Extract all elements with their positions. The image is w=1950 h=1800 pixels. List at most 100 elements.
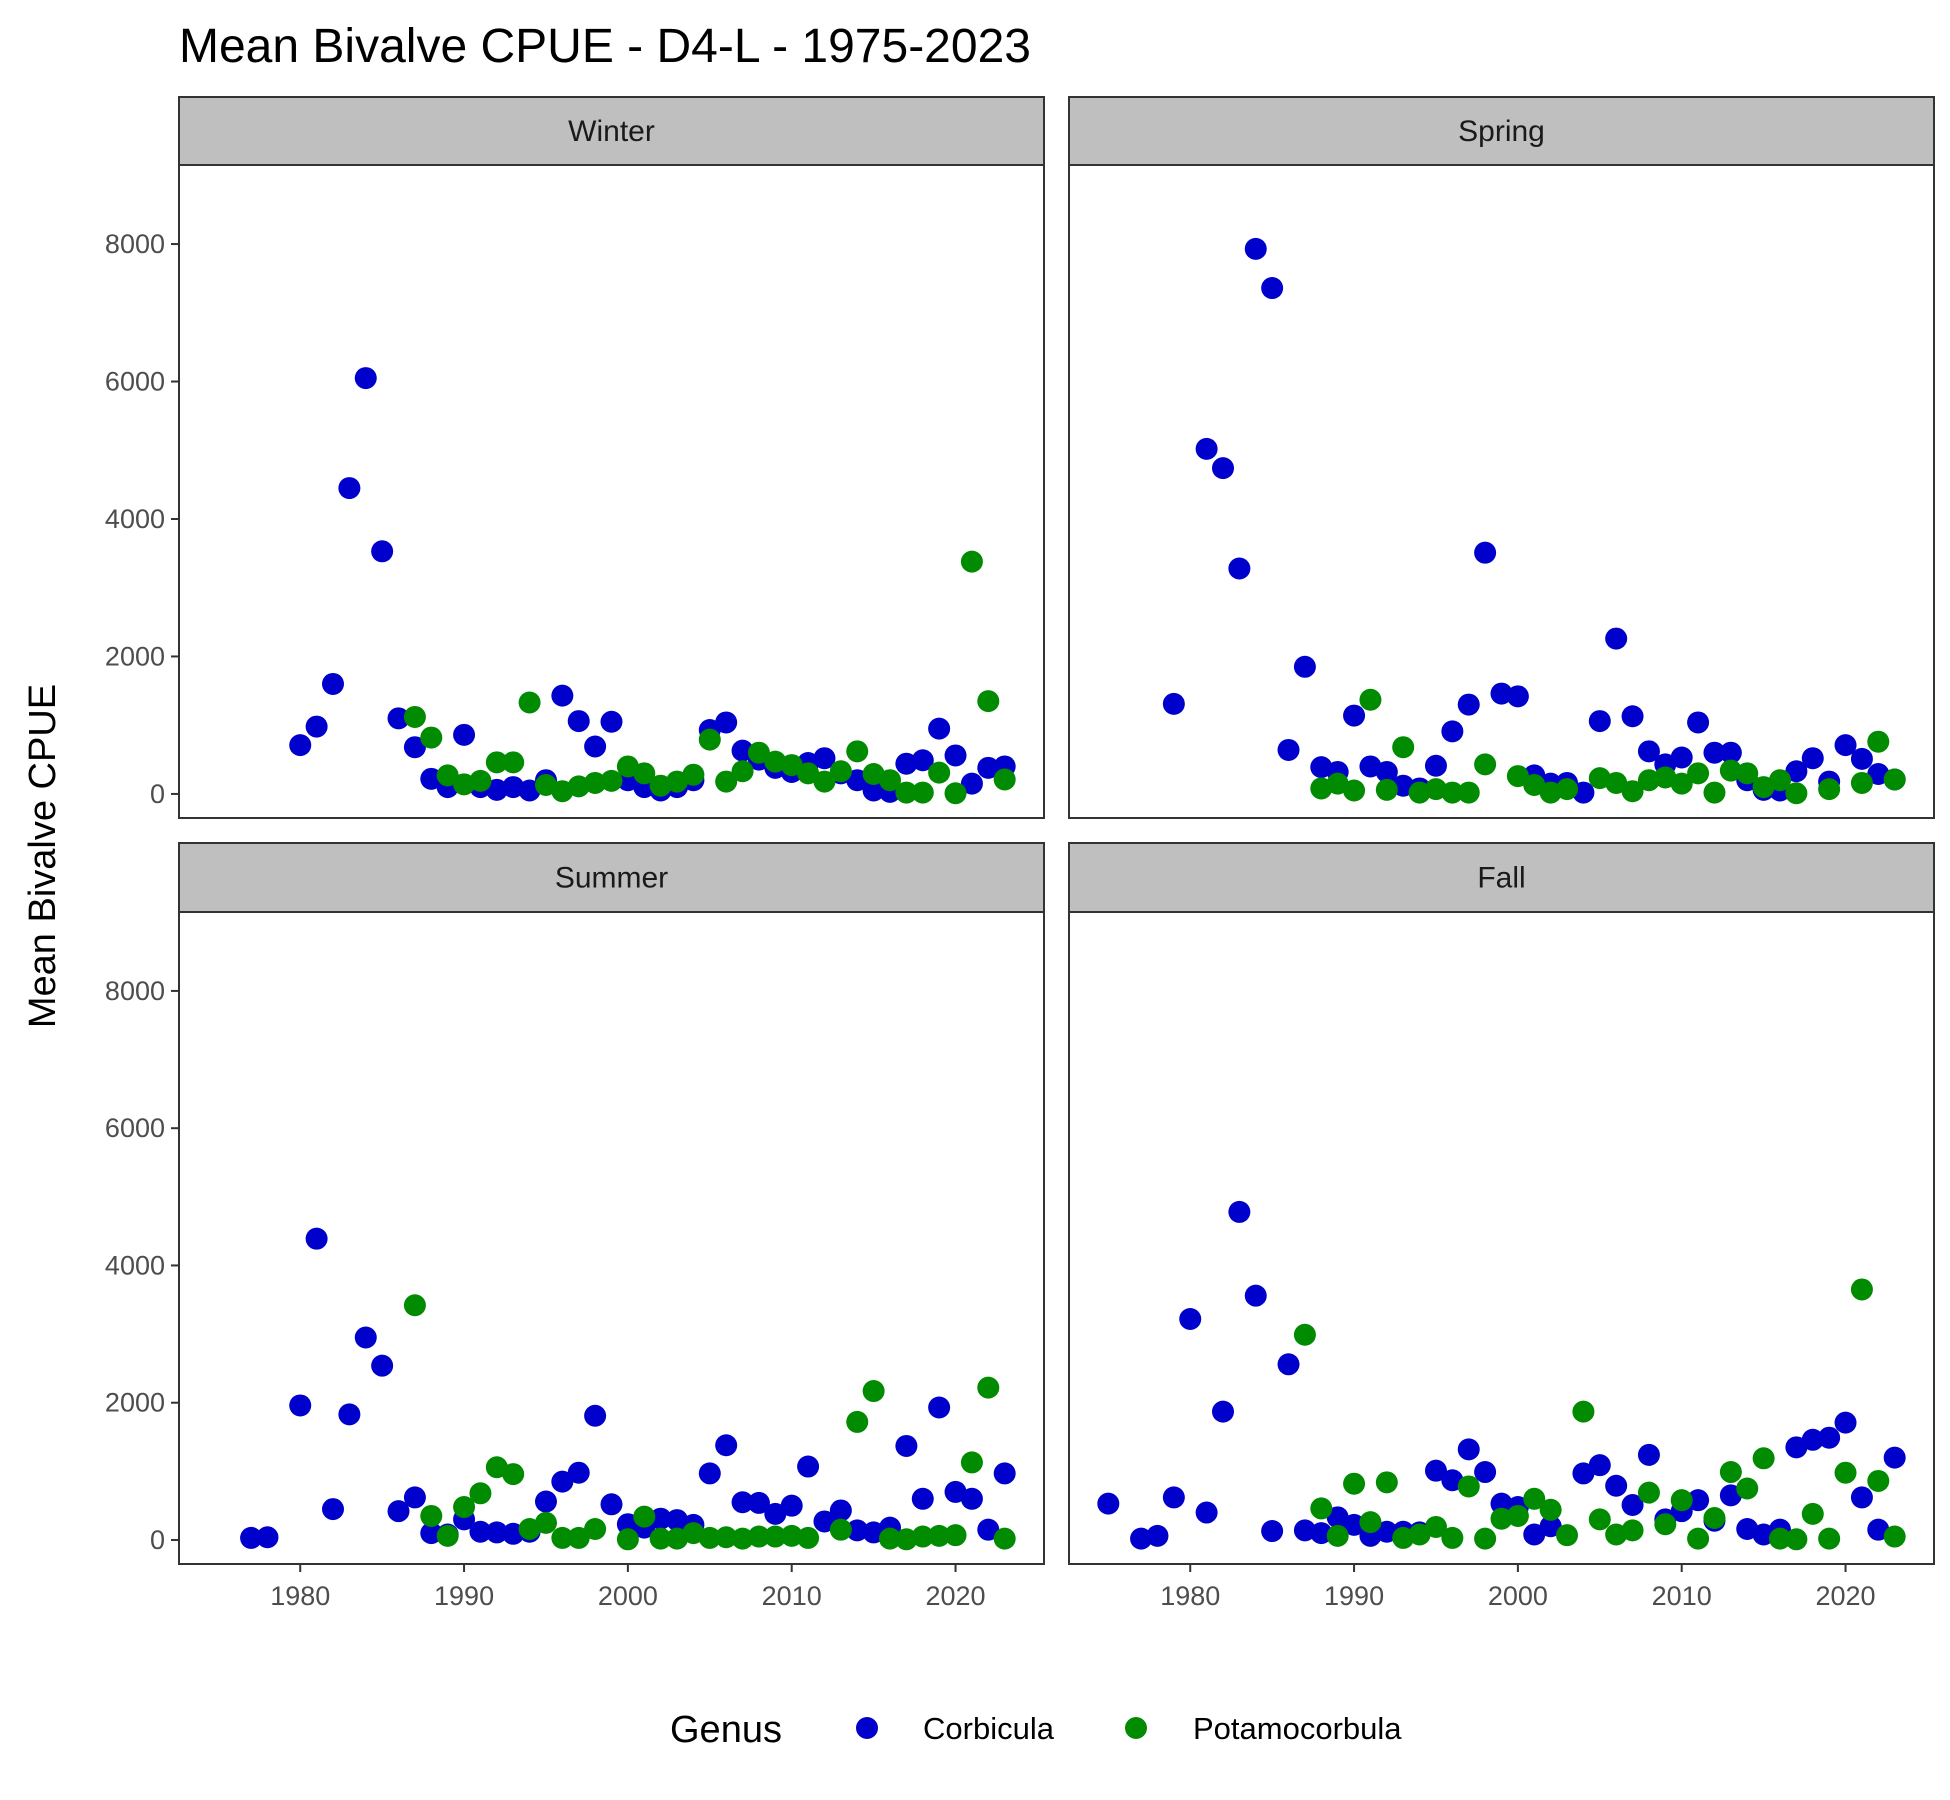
- point-corbicula: [1818, 1426, 1841, 1449]
- series-potamocorbula-winter: [403, 550, 1016, 805]
- point-potamocorbula: [502, 1463, 525, 1486]
- point-corbicula: [1834, 734, 1857, 757]
- point-potamocorbula: [797, 1526, 820, 1549]
- point-potamocorbula: [764, 750, 787, 773]
- point-corbicula: [502, 776, 525, 799]
- point-potamocorbula: [960, 550, 983, 573]
- point-corbicula: [338, 477, 361, 500]
- point-corbicula: [1883, 1446, 1906, 1469]
- point-potamocorbula: [551, 1526, 574, 1549]
- x-tick-label: 2000: [1488, 1581, 1548, 1611]
- point-potamocorbula: [1375, 778, 1398, 801]
- point-potamocorbula: [1687, 762, 1710, 785]
- point-potamocorbula: [698, 728, 721, 751]
- strip-summer: [178, 842, 1045, 913]
- point-potamocorbula: [1850, 771, 1873, 794]
- point-corbicula: [1195, 437, 1218, 460]
- point-potamocorbula: [1752, 1447, 1775, 1470]
- point-potamocorbula: [1556, 1524, 1579, 1547]
- point-potamocorbula: [502, 751, 525, 774]
- point-potamocorbula: [1474, 753, 1497, 776]
- point-corbicula: [1146, 1524, 1169, 1547]
- point-corbicula: [829, 1499, 852, 1522]
- point-potamocorbula: [436, 1524, 459, 1547]
- y-tick-label: 6000: [105, 367, 165, 397]
- point-corbicula: [1228, 557, 1251, 580]
- point-potamocorbula: [1719, 759, 1742, 782]
- point-corbicula: [256, 1526, 279, 1549]
- point-corbicula: [928, 1396, 951, 1419]
- point-potamocorbula: [1310, 1497, 1333, 1520]
- point-corbicula: [1277, 1353, 1300, 1376]
- point-corbicula: [797, 1455, 820, 1478]
- point-potamocorbula: [1506, 765, 1529, 788]
- point-potamocorbula: [1506, 1504, 1529, 1527]
- point-corbicula: [1424, 754, 1447, 777]
- point-potamocorbula: [829, 1518, 852, 1541]
- point-corbicula: [911, 1487, 934, 1510]
- point-corbicula: [1261, 1520, 1284, 1543]
- point-corbicula: [403, 736, 426, 759]
- point-potamocorbula: [1343, 1472, 1366, 1495]
- point-corbicula: [1850, 1486, 1873, 1509]
- point-corbicula: [649, 1507, 672, 1530]
- point-potamocorbula: [633, 1505, 656, 1528]
- x-tick-label: 2020: [925, 1581, 985, 1611]
- point-potamocorbula: [1408, 1523, 1431, 1546]
- point-corbicula: [1195, 1501, 1218, 1524]
- point-potamocorbula: [797, 762, 820, 785]
- point-potamocorbula: [485, 751, 508, 774]
- point-potamocorbula: [1392, 1526, 1415, 1549]
- point-potamocorbula: [567, 1526, 590, 1549]
- point-corbicula: [305, 1227, 328, 1250]
- point-corbicula: [813, 1510, 836, 1533]
- point-corbicula: [1785, 760, 1808, 783]
- point-potamocorbula: [1343, 779, 1366, 802]
- point-corbicula: [1588, 710, 1611, 733]
- point-corbicula: [551, 1470, 574, 1493]
- point-potamocorbula: [1457, 781, 1480, 804]
- legend: Genus Corbicula Potamocorbula: [670, 1709, 1402, 1751]
- point-potamocorbula: [1474, 1527, 1497, 1550]
- point-potamocorbula: [1769, 1527, 1792, 1550]
- point-corbicula: [584, 735, 607, 758]
- point-corbicula: [1703, 741, 1726, 764]
- point-potamocorbula: [1293, 1323, 1316, 1346]
- point-corbicula: [1277, 738, 1300, 761]
- point-potamocorbula: [879, 769, 902, 792]
- point-corbicula: [1572, 1462, 1595, 1485]
- point-corbicula: [928, 717, 951, 740]
- point-potamocorbula: [928, 761, 951, 784]
- x-tick-label: 1980: [270, 1581, 330, 1611]
- point-potamocorbula: [1637, 769, 1660, 792]
- point-potamocorbula: [1621, 1519, 1644, 1542]
- point-corbicula: [862, 779, 885, 802]
- point-corbicula: [764, 1502, 787, 1525]
- point-corbicula: [715, 711, 738, 734]
- series-potamocorbula-spring: [1310, 688, 1906, 805]
- point-corbicula: [321, 672, 344, 695]
- point-potamocorbula: [846, 1410, 869, 1433]
- point-potamocorbula: [567, 775, 590, 798]
- point-corbicula: [485, 1521, 508, 1544]
- point-corbicula: [1506, 685, 1529, 708]
- point-corbicula: [534, 1490, 557, 1513]
- point-potamocorbula: [436, 764, 459, 787]
- point-corbicula: [1097, 1492, 1120, 1515]
- point-corbicula: [1293, 1519, 1316, 1542]
- point-potamocorbula: [1572, 1400, 1595, 1423]
- x-tick-label: 1990: [434, 1581, 494, 1611]
- point-corbicula: [551, 684, 574, 707]
- point-corbicula: [338, 1403, 361, 1426]
- point-potamocorbula: [403, 1294, 426, 1317]
- strip-label-winter: Winter: [568, 115, 655, 148]
- point-corbicula: [1621, 705, 1644, 728]
- point-potamocorbula: [1539, 781, 1562, 804]
- point-corbicula: [289, 1394, 312, 1417]
- point-potamocorbula: [1850, 1278, 1873, 1301]
- point-potamocorbula: [1441, 1526, 1464, 1549]
- strip-spring: [1068, 96, 1935, 166]
- point-corbicula: [1228, 1200, 1251, 1223]
- point-potamocorbula: [960, 1451, 983, 1474]
- point-corbicula: [944, 744, 967, 767]
